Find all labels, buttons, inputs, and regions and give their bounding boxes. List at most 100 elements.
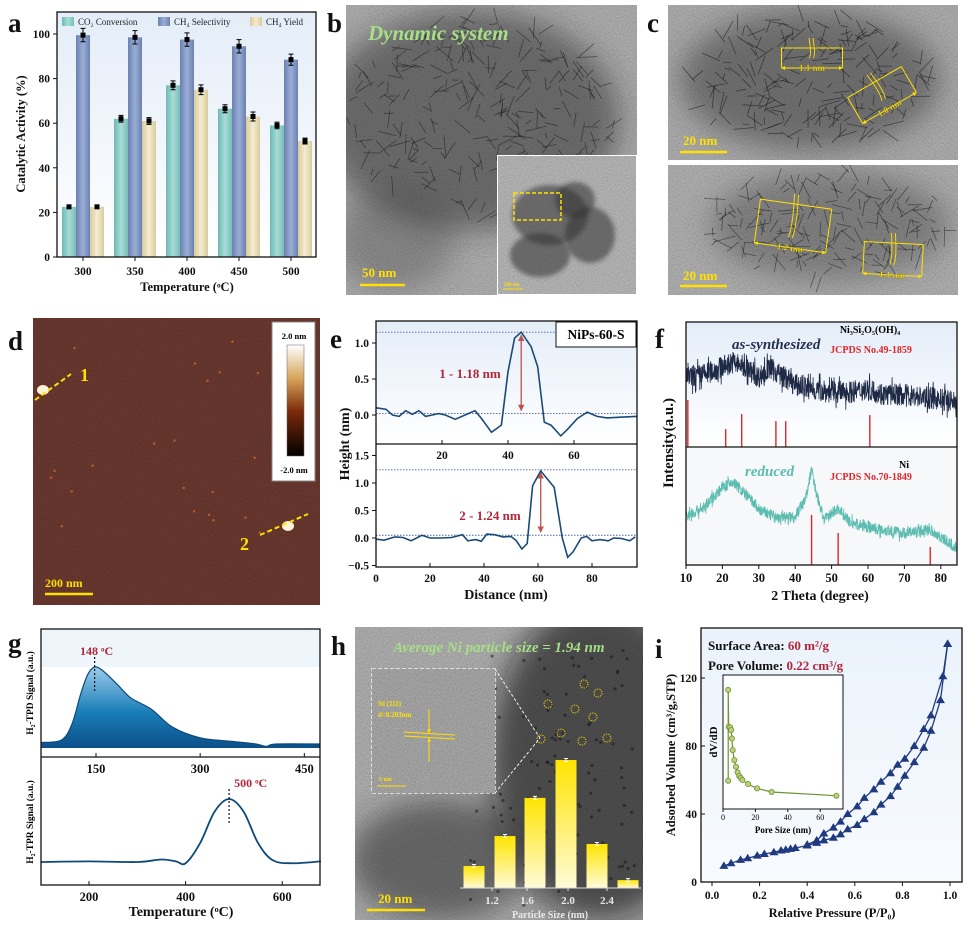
fiber-texture xyxy=(820,112,840,118)
fiber-texture xyxy=(741,78,752,88)
fiber-texture xyxy=(878,75,887,88)
desorption-marker xyxy=(836,817,846,825)
fiber-texture xyxy=(790,174,796,193)
x-tick-label: 50 xyxy=(825,571,838,585)
fiber-texture xyxy=(719,211,727,221)
fiber-texture xyxy=(798,203,804,212)
fiber-texture xyxy=(846,123,868,128)
surface-spot xyxy=(212,519,215,522)
y-tick-label: 120 xyxy=(680,673,698,685)
fiber-texture xyxy=(757,55,766,75)
y-tick-label: −0.5 xyxy=(348,561,369,573)
measurement-box xyxy=(846,65,917,124)
ni-particle xyxy=(593,778,597,782)
surface-spot xyxy=(218,371,222,374)
fiber-texture xyxy=(430,118,436,134)
fiber-texture xyxy=(440,152,446,159)
fiber-texture xyxy=(828,263,843,269)
fiber-texture xyxy=(780,32,795,40)
fiber-texture xyxy=(838,39,857,42)
adsorption-marker xyxy=(852,820,862,829)
lattice-spacing-annotation: 1.1 nm xyxy=(781,37,843,73)
fiber-texture xyxy=(711,240,717,246)
fiber-texture xyxy=(475,103,481,118)
fiber-texture xyxy=(516,75,527,90)
fiber-texture xyxy=(718,210,734,221)
fiber-texture xyxy=(471,51,486,65)
fiber-texture xyxy=(489,61,497,78)
fiber-texture xyxy=(469,49,473,63)
colorbar-min-label: -2.0 nm xyxy=(280,465,307,475)
fiber-texture xyxy=(766,103,787,110)
x-tick-label: 400 xyxy=(176,890,195,904)
histogram-bar xyxy=(463,865,485,888)
ni-particle xyxy=(578,805,582,809)
fiber-texture xyxy=(813,174,822,185)
pore-volume-label: Pore Volume: xyxy=(708,658,786,673)
fiber-texture xyxy=(391,175,394,197)
legend-label: CO₂ Conversion xyxy=(78,17,138,27)
fiber-texture xyxy=(780,111,785,122)
fiber-texture xyxy=(856,217,864,229)
fiber-texture xyxy=(747,28,766,37)
fiber-texture xyxy=(719,95,728,114)
inset-y-axis-label: dV/dD xyxy=(708,726,720,757)
fiber-texture xyxy=(611,119,615,130)
fiber-texture xyxy=(764,97,770,113)
scale-bar-label: 20 nm xyxy=(683,268,717,283)
adsorption-marker xyxy=(919,743,929,751)
fiber-texture xyxy=(722,73,726,80)
ni-particle xyxy=(545,760,549,764)
fiber-texture xyxy=(797,213,804,230)
fiber-texture xyxy=(393,158,401,169)
fiber-texture xyxy=(442,81,463,92)
fiber-texture xyxy=(546,85,552,91)
fiber-texture xyxy=(578,43,595,58)
phase-label: Ni₃Si₂O₅(OH)₄ xyxy=(840,325,900,336)
bar-COConversion xyxy=(114,118,128,258)
surface-spot xyxy=(173,439,176,442)
fiber-texture xyxy=(580,122,585,143)
fiber-texture xyxy=(601,82,612,87)
x-tick-label: 60 xyxy=(532,573,544,585)
plot-frame xyxy=(700,627,963,883)
image-title: Dynamic system xyxy=(367,21,509,45)
pore-size-marker xyxy=(768,789,775,796)
fiber-texture xyxy=(885,188,898,205)
profile-line xyxy=(376,469,636,559)
fiber-texture xyxy=(423,141,433,147)
fiber-texture xyxy=(539,112,546,120)
fiber-texture xyxy=(847,33,854,41)
scale-bar-label: 200 nm xyxy=(45,576,83,590)
x-tick-label: 20 xyxy=(424,573,436,585)
fiber-texture xyxy=(854,41,867,52)
adsorption-marker xyxy=(935,695,945,704)
fiber-texture xyxy=(822,62,843,65)
fiber-texture xyxy=(606,118,623,129)
scale-bar-label: 50 nm xyxy=(362,265,396,280)
fiber-texture xyxy=(753,265,761,270)
fiber-texture xyxy=(460,15,476,24)
fiber-texture xyxy=(759,194,770,209)
particle-highlight-circle xyxy=(536,734,546,744)
fiber-texture xyxy=(572,65,583,81)
inset-x-tick-label: 60 xyxy=(816,813,824,822)
fiber-texture xyxy=(926,199,933,213)
fiber-texture xyxy=(704,198,726,200)
fiber-texture xyxy=(505,70,513,76)
fiber-texture xyxy=(832,226,837,241)
fiber-texture xyxy=(827,82,833,89)
x-tick-label: 500 xyxy=(282,266,300,278)
fiber-texture xyxy=(458,26,467,29)
particle-highlight-circle xyxy=(579,679,589,689)
fiber-texture xyxy=(448,31,467,38)
fiber-texture xyxy=(457,37,471,49)
fiber-texture xyxy=(858,127,874,143)
particle-highlight-circle xyxy=(543,699,553,709)
fiber-texture xyxy=(786,129,802,138)
fiber-texture xyxy=(763,72,780,86)
data-marker xyxy=(146,118,152,124)
fiber-texture xyxy=(728,211,736,219)
spacing-label: 1.2 nm xyxy=(776,241,804,255)
